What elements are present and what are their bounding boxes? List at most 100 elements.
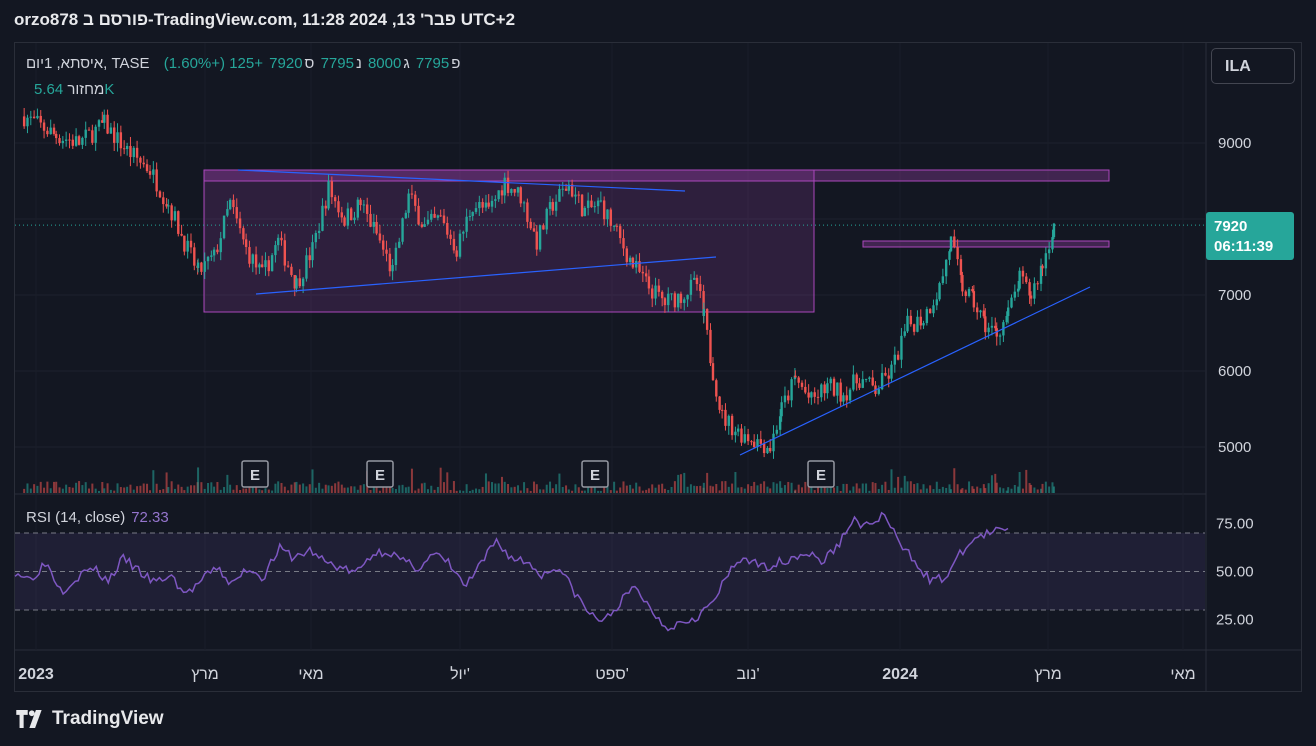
- candle-body: [683, 299, 686, 303]
- earnings-badge-box: [807, 460, 835, 488]
- candle-body: [165, 204, 168, 207]
- volume-bar: [953, 468, 956, 493]
- volume-bar: [1048, 486, 1051, 493]
- candle-body: [676, 293, 680, 308]
- candle-body: [558, 188, 561, 202]
- volume-bar: [84, 482, 87, 493]
- candle-body: [941, 276, 945, 284]
- candle-body: [693, 277, 696, 280]
- volume-bar: [686, 486, 689, 493]
- volume-bar: [362, 484, 365, 493]
- candle-body: [990, 325, 994, 328]
- volume-bar: [75, 482, 78, 493]
- volume-bar: [471, 489, 474, 493]
- volume-bar: [709, 485, 712, 493]
- candle-body: [68, 139, 71, 141]
- candle-body: [638, 261, 641, 272]
- candle-body: [975, 307, 979, 313]
- candle-body: [490, 200, 494, 207]
- legend-symbol[interactable]: איסתא, 1יום, TASE: [26, 55, 150, 72]
- volume-bar: [388, 486, 391, 493]
- candle-body: [551, 202, 554, 211]
- volume-bar: [577, 487, 580, 493]
- volume-bar: [132, 489, 135, 493]
- candle-body: [61, 140, 65, 144]
- candle-body: [270, 255, 274, 272]
- volume-bar: [213, 486, 216, 493]
- volume-bar: [699, 485, 702, 493]
- candle-body: [462, 231, 465, 234]
- candle-body: [210, 255, 213, 257]
- volume-bar: [842, 483, 845, 493]
- footer-brand[interactable]: TradingView: [16, 708, 164, 730]
- candle-body: [720, 409, 724, 411]
- candle-body: [1036, 283, 1039, 285]
- price-tick-label: 5000: [1218, 439, 1251, 456]
- candle-body: [1021, 270, 1025, 277]
- candle-body: [260, 264, 264, 268]
- volume-bar: [193, 485, 196, 493]
- volume-bar: [519, 490, 522, 493]
- volume-bar: [545, 484, 548, 493]
- volume-bar: [740, 487, 743, 493]
- candle-body: [497, 190, 500, 200]
- candle-body: [599, 200, 603, 202]
- candle-body: [858, 383, 861, 388]
- candle-body: [343, 217, 346, 226]
- candle-body: [564, 188, 568, 191]
- volume-bar: [574, 484, 577, 493]
- volume-bar: [922, 484, 925, 493]
- volume-bar: [887, 489, 890, 493]
- volume-bar: [372, 485, 375, 493]
- candle-body: [152, 169, 155, 175]
- volume-bar: [893, 487, 896, 493]
- candle-body: [74, 136, 78, 146]
- candle-body: [561, 188, 564, 190]
- volume-bar: [938, 488, 941, 493]
- candle-body: [845, 395, 848, 401]
- candle-body: [871, 377, 874, 386]
- candle-body: [222, 215, 226, 239]
- candle-body: [158, 191, 162, 198]
- volume-bar: [565, 485, 568, 493]
- volume-bar: [529, 490, 532, 493]
- candle-body: [378, 233, 382, 241]
- volume-bar: [645, 489, 648, 493]
- volume-bar: [1044, 481, 1047, 493]
- candle-body: [26, 117, 29, 127]
- candle-body: [135, 147, 139, 158]
- volume-bar: [94, 488, 97, 493]
- candle-body: [193, 247, 196, 266]
- volume-bar: [679, 474, 682, 493]
- candle-body: [679, 293, 683, 303]
- candle-body: [503, 177, 506, 196]
- volume-bar: [743, 488, 746, 493]
- candle-body: [855, 374, 858, 384]
- candle-body: [979, 310, 982, 313]
- volume-bar: [631, 488, 634, 493]
- candle-body: [106, 114, 109, 134]
- candle-body: [848, 389, 852, 401]
- rsi-label[interactable]: RSI (14, close): [26, 509, 126, 526]
- volume-bar: [727, 486, 730, 493]
- legend-close-value: 7920: [269, 55, 303, 72]
- volume-bar: [906, 481, 909, 493]
- volume-bar: [1040, 488, 1043, 493]
- candle-body: [212, 249, 216, 256]
- legend-high-label: ג: [403, 55, 410, 72]
- volume-bar: [916, 483, 919, 493]
- candle-body: [590, 200, 593, 208]
- volume-bar: [487, 481, 490, 493]
- main-legend: איסתא, 1יום, TASE פ7795 ג8000 נ7795 ס792…: [26, 55, 462, 72]
- candle-body: [912, 324, 916, 332]
- volume-bar: [987, 483, 990, 493]
- volume-bar: [91, 483, 94, 493]
- volume-bar: [747, 484, 750, 493]
- volume-bar: [449, 489, 452, 493]
- symbol-box[interactable]: ILA: [1211, 48, 1295, 84]
- volume-bar: [251, 485, 254, 493]
- volume-bar: [452, 481, 455, 493]
- candle-body: [516, 187, 520, 193]
- candle-body: [340, 212, 343, 218]
